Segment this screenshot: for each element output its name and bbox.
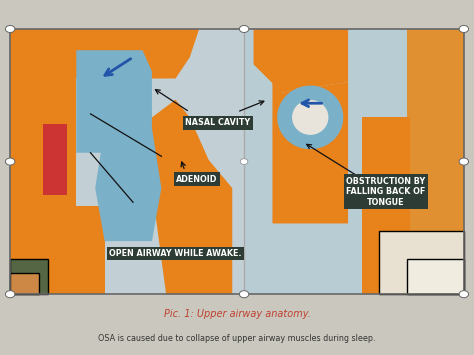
FancyBboxPatch shape [10, 259, 48, 294]
Circle shape [459, 291, 469, 298]
Text: OPEN AIRWAY WHILE AWAKE.: OPEN AIRWAY WHILE AWAKE. [109, 249, 242, 258]
Circle shape [5, 158, 15, 165]
Polygon shape [95, 64, 143, 118]
Polygon shape [292, 100, 328, 135]
FancyBboxPatch shape [10, 29, 464, 294]
Polygon shape [43, 125, 67, 195]
Circle shape [5, 26, 15, 33]
Polygon shape [76, 50, 152, 153]
Text: NASAL CAVITY: NASAL CAVITY [185, 118, 251, 127]
Text: OSA is caused due to collapse of upper airway muscles during sleep.: OSA is caused due to collapse of upper a… [98, 334, 376, 343]
Text: Pic. 1: Upper airway anatomy.: Pic. 1: Upper airway anatomy. [164, 308, 310, 319]
FancyBboxPatch shape [379, 230, 464, 294]
Polygon shape [95, 128, 161, 241]
Circle shape [459, 26, 469, 33]
Circle shape [239, 26, 249, 33]
Circle shape [239, 291, 249, 298]
Circle shape [459, 158, 469, 165]
Polygon shape [277, 86, 343, 149]
Polygon shape [407, 29, 464, 294]
Polygon shape [254, 29, 348, 93]
Polygon shape [273, 71, 348, 223]
Circle shape [5, 291, 15, 298]
FancyBboxPatch shape [10, 273, 38, 294]
FancyBboxPatch shape [407, 259, 464, 294]
Polygon shape [10, 29, 76, 294]
Polygon shape [143, 100, 232, 294]
Circle shape [240, 159, 248, 164]
Text: ADENOID: ADENOID [176, 175, 218, 184]
Polygon shape [34, 206, 105, 294]
FancyBboxPatch shape [10, 29, 244, 294]
Polygon shape [362, 118, 410, 294]
Text: OBSTRUCTION BY
FALLING BACK OF
TONGUE: OBSTRUCTION BY FALLING BACK OF TONGUE [346, 177, 426, 207]
Polygon shape [57, 29, 199, 78]
